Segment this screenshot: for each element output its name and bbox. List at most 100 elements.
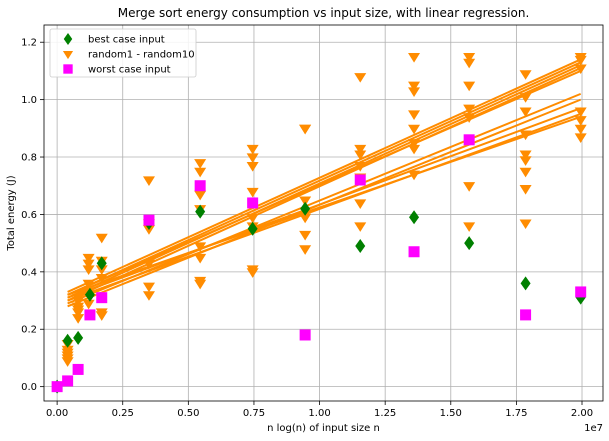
data-point: [519, 167, 532, 178]
y-tick-label: 0.0: [21, 382, 37, 393]
data-point: [194, 253, 207, 264]
plot-frame: [43, 24, 604, 402]
data-point: [84, 287, 95, 302]
data-point: [195, 204, 206, 219]
data-point: [519, 93, 532, 103]
data-point: [574, 52, 587, 63]
data-point: [142, 282, 155, 293]
x-axis-ticks: 0.00 0.25 0.50 0.75 1.00 1.25 1.50 1.75 2.00: [46, 401, 593, 419]
regression-line: [67, 115, 582, 296]
data-point: [408, 124, 421, 135]
data-point: [355, 239, 366, 254]
y-tick-label: 0.4: [21, 267, 37, 278]
legend-marker: [63, 33, 73, 45]
data-point: [354, 150, 367, 161]
data-point: [247, 221, 258, 236]
data-point: [519, 185, 532, 195]
data-point: [408, 52, 421, 63]
data-point: [194, 190, 207, 201]
regression-line: [67, 64, 582, 299]
data-point: [72, 363, 84, 375]
data-point: [354, 174, 366, 186]
data-point: [246, 213, 259, 224]
data-point: [519, 156, 532, 166]
regression-line: [67, 67, 582, 302]
regression-line: [67, 70, 582, 296]
data-point: [408, 139, 421, 149]
data-point: [142, 291, 155, 301]
data-point: [61, 345, 74, 356]
data-point: [464, 236, 475, 251]
data-point: [463, 134, 475, 146]
data-point: [72, 294, 85, 304]
data-point: [519, 150, 532, 161]
data-point: [408, 170, 421, 181]
data-point: [246, 144, 259, 155]
data-point: [82, 279, 95, 290]
series-worst-case-input: [51, 134, 587, 393]
data-point: [95, 233, 108, 244]
data-point: [519, 107, 532, 118]
data-point: [520, 309, 532, 321]
data-point: [300, 201, 311, 216]
legend-label: random1 - random10: [88, 50, 195, 61]
data-point: [82, 265, 95, 275]
data-point: [463, 104, 476, 115]
regression-line: [67, 107, 582, 299]
data-point: [354, 144, 367, 155]
data-point: [246, 153, 259, 164]
data-point: [246, 162, 259, 172]
y-tick-label: 0.2: [21, 325, 37, 336]
data-point: [95, 308, 108, 319]
data-point: [82, 253, 95, 264]
data-point: [408, 81, 421, 92]
chart-title: Merge sort energy consumption vs input s…: [118, 6, 530, 20]
data-point: [247, 197, 259, 209]
y-tick-label: 0.8: [21, 153, 37, 164]
data-point: [519, 70, 532, 80]
data-point: [463, 222, 476, 232]
data-point: [409, 210, 420, 225]
data-point: [142, 176, 155, 186]
data-points: [51, 52, 587, 394]
x-tick-label: 1.00: [308, 408, 330, 419]
data-point: [51, 381, 63, 393]
data-point: [574, 116, 587, 126]
data-point: [299, 124, 312, 135]
data-point: [61, 354, 74, 364]
legend-marker: [62, 50, 74, 60]
data-point: [246, 187, 259, 198]
data-point: [194, 242, 207, 253]
x-axis-label: n log(n) of input size n: [267, 423, 380, 434]
data-point: [463, 81, 476, 92]
legend-label: best case input: [88, 35, 165, 46]
data-point: [519, 219, 532, 230]
y-tick-label: 0.6: [21, 210, 37, 221]
data-point: [408, 246, 420, 258]
data-point: [299, 245, 312, 255]
data-point: [143, 214, 155, 226]
x-tick-label: 2.00: [571, 408, 593, 419]
data-point: [194, 180, 206, 192]
data-point: [408, 144, 421, 155]
legend-marker: [63, 64, 73, 74]
regression-line: [67, 113, 582, 302]
data-point: [463, 52, 476, 63]
x-tick-label: 1.75: [505, 408, 527, 419]
y-tick-label: 1.0: [21, 95, 37, 106]
data-point: [519, 130, 532, 141]
data-point: [95, 273, 108, 284]
legend-label: worst case input: [88, 65, 171, 76]
data-point: [408, 87, 421, 98]
regression-line: [67, 58, 582, 293]
data-point: [62, 333, 73, 348]
data-point: [520, 276, 531, 291]
y-axis-ticks: 0.0 0.2 0.4 0.6 0.8 1.0 1.2: [21, 38, 44, 393]
regression-line: [67, 61, 582, 296]
data-point: [354, 73, 367, 83]
data-point: [82, 259, 95, 270]
legend-box: [49, 28, 197, 78]
x-tick-label: 1.50: [440, 408, 462, 419]
x-tick-label: 0.25: [112, 408, 134, 419]
x-tick-label: 0.50: [177, 408, 199, 419]
